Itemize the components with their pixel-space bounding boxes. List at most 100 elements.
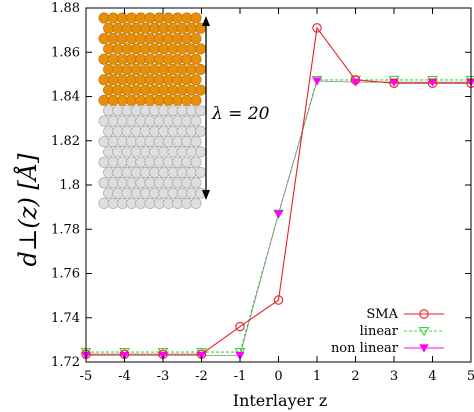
lattice-atom — [158, 84, 170, 96]
lattice-atom — [103, 64, 115, 76]
lattice-atom — [130, 64, 142, 76]
lattice-atom — [162, 12, 174, 24]
lattice-atom — [181, 12, 193, 24]
lattice-atom — [176, 167, 188, 179]
lattice-atom — [103, 105, 115, 117]
lattice-atom — [139, 84, 151, 96]
lattice-atom — [130, 167, 142, 179]
lattice-atom — [176, 22, 188, 34]
lattice-atom — [167, 125, 179, 137]
lattice-atom — [139, 146, 151, 158]
lattice-atom — [185, 105, 197, 117]
lattice-atom — [185, 146, 197, 158]
lattice-atom — [126, 53, 138, 65]
lattice-atom — [126, 74, 138, 86]
legend-swatch-marker — [419, 309, 429, 319]
lattice-atom — [185, 187, 197, 199]
lattice-atom — [149, 43, 161, 55]
lattice-atom — [190, 136, 202, 148]
lattice-atom — [98, 12, 110, 24]
lattice-atom — [172, 33, 184, 45]
lattice-atom — [135, 53, 147, 65]
data-point-non-linear — [273, 210, 284, 219]
legend: SMA linear non linear — [331, 307, 444, 356]
lattice-atom — [135, 136, 147, 148]
lattice-atom — [144, 156, 156, 168]
lattice-atom — [135, 156, 147, 168]
y-tick-label: 1.84 — [51, 90, 80, 105]
lattice-atom — [130, 84, 142, 96]
data-point-non-linear — [350, 78, 361, 87]
lattice-atom — [158, 146, 170, 158]
lattice-atom — [185, 64, 197, 76]
lattice-atom — [130, 146, 142, 158]
x-tick-label: 2 — [351, 369, 359, 384]
lattice-atom — [103, 22, 115, 34]
lattice-atom — [185, 22, 197, 34]
lattice-atom — [162, 197, 174, 209]
lattice-atom — [172, 177, 184, 189]
y-tick-label: 1.74 — [51, 311, 80, 326]
lattice-atom — [176, 187, 188, 199]
data-point-SMA — [235, 321, 245, 332]
lattice-atom — [112, 146, 124, 158]
lattice-atom — [185, 84, 197, 96]
lattice-atom — [126, 136, 138, 148]
lattice-atom — [172, 94, 184, 106]
lattice-atom — [162, 33, 174, 45]
lattice-atom — [195, 146, 207, 158]
lattice-atom — [181, 197, 193, 209]
lattice-atom — [181, 115, 193, 127]
data-point-SMA — [312, 23, 322, 33]
x-tick-label: 4 — [428, 369, 436, 384]
lattice-atom — [103, 84, 115, 96]
lattice-atom — [130, 187, 142, 199]
lattice-atom — [190, 12, 202, 24]
lattice-atom — [139, 187, 151, 199]
lattice-atom — [162, 53, 174, 65]
lattice-atom — [139, 43, 151, 55]
lattice-atom — [167, 167, 179, 179]
lattice-atom — [107, 115, 119, 127]
lattice-atom — [144, 115, 156, 127]
lattice-atom — [149, 187, 161, 199]
lattice-atom — [126, 33, 138, 45]
lattice-atom — [144, 94, 156, 106]
lattice-atom — [116, 53, 128, 65]
lattice-atom — [153, 53, 165, 65]
legend-label-non-linear: non linear — [331, 341, 399, 356]
lattice-atom — [126, 156, 138, 168]
lattice-atom — [126, 177, 138, 189]
lattice-atom — [112, 22, 124, 34]
lattice-atom — [126, 94, 138, 106]
lattice-atom — [158, 187, 170, 199]
lattice-atom — [139, 125, 151, 137]
lattice-atom — [167, 64, 179, 76]
lattice-atom — [121, 22, 133, 34]
data-point-SMA — [273, 295, 284, 305]
y-tick-label: 1.88 — [51, 1, 80, 16]
legend-label-SMA: SMA — [366, 307, 398, 322]
data-point-non-linear — [235, 351, 245, 360]
lattice-atom — [153, 177, 165, 189]
lattice-atom — [116, 177, 128, 189]
x-tick-label: 3 — [390, 369, 398, 384]
lattice-atom — [98, 156, 110, 168]
lattice-atom — [103, 125, 115, 137]
lattice-atom — [107, 33, 119, 45]
lattice-atom — [116, 136, 128, 148]
x-tick-label: 1 — [313, 369, 321, 384]
lambda-annotation: λ = 20 — [211, 104, 270, 124]
lattice-atom — [190, 33, 202, 45]
x-axis-label: Interlayer z — [233, 391, 328, 410]
lattice-atom — [162, 177, 174, 189]
lattice-atom — [107, 197, 119, 209]
lattice-atom — [121, 167, 133, 179]
lattice-atom — [153, 94, 165, 106]
lattice-atom — [172, 53, 184, 65]
lattice-atom — [126, 12, 138, 24]
lattice-atom — [185, 43, 197, 55]
lattice-atom — [112, 105, 124, 117]
lattice-atom — [112, 125, 124, 137]
